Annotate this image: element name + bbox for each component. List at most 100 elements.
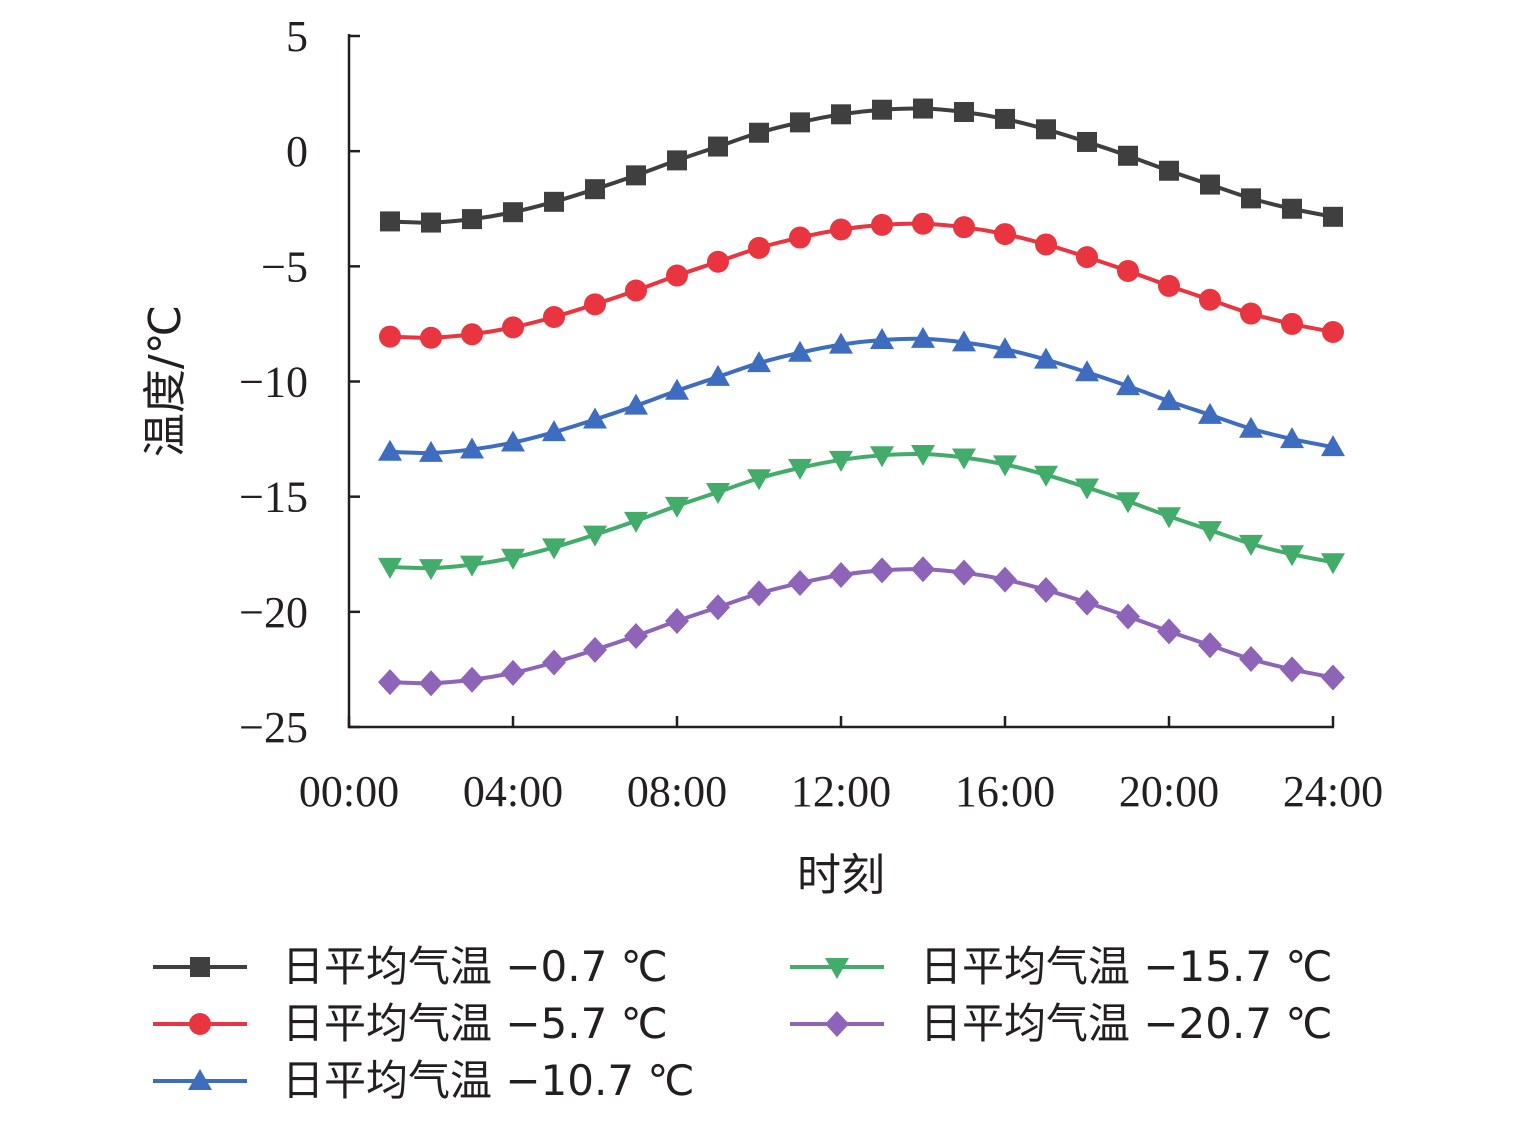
- data-point: [954, 102, 974, 123]
- data-point: [708, 136, 728, 157]
- series-line: [389, 221, 1334, 340]
- data-point: [1034, 465, 1058, 487]
- x-tick-label: 16:00: [955, 767, 1055, 816]
- data-point: [831, 104, 851, 125]
- y-axis-title: 温度/℃: [140, 305, 191, 457]
- data-point: [1077, 131, 1097, 152]
- data-point: [1198, 521, 1222, 543]
- data-point: [460, 437, 484, 459]
- data-point: [1075, 360, 1099, 382]
- data-point: [419, 440, 443, 462]
- data-point: [870, 328, 894, 350]
- data-point: [953, 216, 975, 239]
- legend-label: 日平均气温 −5.7 ℃: [282, 999, 668, 1048]
- data-point: [1158, 274, 1180, 297]
- data-point: [1323, 206, 1343, 227]
- data-point: [870, 446, 894, 468]
- data-point: [1116, 374, 1140, 396]
- legend-item: 日平均气温 −0.7 ℃: [153, 942, 668, 991]
- data-point: [788, 570, 812, 597]
- data-point: [829, 561, 853, 588]
- data-point: [1280, 427, 1304, 449]
- data-point: [1116, 492, 1140, 514]
- y-tick-label: −15: [239, 473, 308, 522]
- y-tick-label: −25: [239, 703, 308, 752]
- data-point: [1034, 347, 1058, 369]
- data-point: [378, 669, 402, 696]
- legend-item: 日平均气温 −20.7 ℃: [790, 999, 1333, 1048]
- y-tick-label: −20: [239, 588, 308, 637]
- data-point: [1198, 402, 1222, 424]
- data-point: [1282, 198, 1302, 219]
- legend-marker: [189, 1013, 211, 1035]
- data-point: [994, 223, 1016, 246]
- data-point: [1281, 312, 1303, 335]
- data-point: [911, 326, 935, 348]
- data-point: [749, 122, 769, 143]
- data-point: [379, 325, 401, 348]
- x-tick-label: 04:00: [463, 767, 563, 816]
- data-point: [501, 430, 525, 452]
- axes: 5 0 −5 −10 −15 −20 −25 00:00 04:00 08:00 12:00 16:0…: [239, 12, 1383, 816]
- legend-marker: [825, 958, 849, 979]
- data-point: [501, 548, 525, 570]
- data-point: [461, 323, 483, 346]
- x-tick-label: 08:00: [627, 767, 727, 816]
- data-point: [543, 306, 565, 329]
- series-line: [389, 106, 1334, 225]
- data-point: [1157, 618, 1181, 645]
- data-point: [911, 556, 935, 583]
- data-point: [1075, 589, 1099, 616]
- data-point: [501, 659, 525, 686]
- data-point: [872, 99, 892, 120]
- data-point: [870, 557, 894, 584]
- x-tick-label: 12:00: [791, 767, 891, 816]
- legend-item: 日平均气温 −5.7 ℃: [153, 999, 668, 1048]
- x-tick-label: 20:00: [1119, 767, 1219, 816]
- data-point: [747, 580, 771, 607]
- data-point: [748, 236, 770, 259]
- data-point: [995, 108, 1015, 129]
- data-point: [1157, 507, 1181, 529]
- data-point: [830, 218, 852, 241]
- legend-label: 日平均气温 −10.7 ℃: [282, 1056, 695, 1105]
- data-point: [747, 469, 771, 491]
- data-point: [952, 448, 976, 470]
- x-tick-label: 24:00: [1283, 767, 1383, 816]
- series-3: [378, 326, 1345, 462]
- data-point: [542, 420, 566, 442]
- data-point: [1240, 302, 1262, 325]
- data-point: [502, 316, 524, 339]
- series-2: [379, 212, 1344, 349]
- data-point: [1199, 288, 1221, 311]
- data-point: [1036, 119, 1056, 140]
- series-line: [389, 336, 1334, 455]
- data-point: [1157, 389, 1181, 411]
- legend-label: 日平均气温 −0.7 ℃: [282, 942, 668, 991]
- data-point: [1239, 646, 1263, 673]
- data-point: [584, 293, 606, 316]
- data-point: [993, 566, 1017, 593]
- data-point: [790, 112, 810, 133]
- data-point: [542, 538, 566, 560]
- data-point: [666, 264, 688, 287]
- data-point: [583, 407, 607, 429]
- data-point: [421, 212, 441, 233]
- y-tick-label: −5: [261, 242, 308, 291]
- data-point: [667, 150, 687, 171]
- data-point: [380, 211, 400, 232]
- data-point: [952, 330, 976, 352]
- legend-item: 日平均气温 −10.7 ℃: [153, 1056, 695, 1105]
- data-point: [911, 445, 935, 467]
- legend-marker: [825, 1011, 849, 1037]
- data-point: [707, 250, 729, 273]
- y-tick-label: 5: [286, 12, 308, 61]
- data-point: [665, 378, 689, 400]
- series-line: [389, 567, 1334, 686]
- data-point: [1076, 246, 1098, 269]
- data-point: [1116, 603, 1140, 630]
- data-point: [583, 636, 607, 663]
- data-point: [462, 209, 482, 230]
- data-point: [419, 670, 443, 697]
- data-point: [624, 393, 648, 415]
